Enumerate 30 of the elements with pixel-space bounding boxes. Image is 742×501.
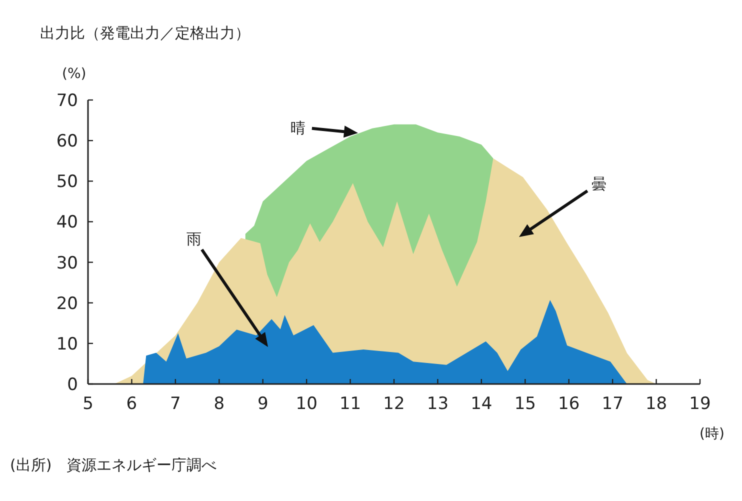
x-axis-title: (時) <box>700 426 724 442</box>
chart-title: 出力比（発電出力／定格出力） <box>40 24 250 42</box>
x-tick-label: 7 <box>170 394 181 414</box>
x-tick-label: 18 <box>645 394 668 414</box>
y-tick-label: 10 <box>56 334 78 354</box>
y-tick-label: 0 <box>67 375 78 395</box>
x-tick-label: 8 <box>214 394 225 414</box>
x-tick-label: 17 <box>602 394 624 414</box>
y-tick-label: 50 <box>56 172 78 192</box>
x-tick-label: 14 <box>470 394 492 414</box>
x-tick-label: 5 <box>82 394 94 414</box>
x-tick-label: 19 <box>689 394 711 414</box>
text: (出所) 資源エネルギー庁調べ <box>10 456 217 474</box>
annotation: 雨 <box>186 230 202 248</box>
x-tick-label: 15 <box>514 394 536 414</box>
y-tick-label: 70 <box>56 91 78 111</box>
y-tick-label: 20 <box>56 294 78 314</box>
y-tick-label: 60 <box>56 132 78 152</box>
annotation: 晴 <box>290 119 306 137</box>
x-tick-label: 10 <box>296 394 318 414</box>
annotation: 曇 <box>592 175 606 193</box>
y-tick-label: 30 <box>56 253 78 274</box>
x-tick-label: 16 <box>558 394 580 414</box>
x-tick-label: 6 <box>126 394 138 414</box>
y-tick-label: 40 <box>56 212 78 233</box>
x-tick-label: 11 <box>339 394 362 414</box>
x-tick-label: 12 <box>383 394 405 414</box>
y-axis-title: (%) <box>62 66 86 82</box>
x-tick-label: 13 <box>426 394 449 414</box>
x-tick-label: 9 <box>257 394 268 414</box>
